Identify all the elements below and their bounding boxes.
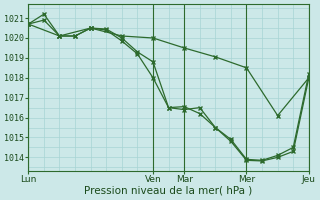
X-axis label: Pression niveau de la mer( hPa ): Pression niveau de la mer( hPa ) bbox=[84, 186, 253, 196]
